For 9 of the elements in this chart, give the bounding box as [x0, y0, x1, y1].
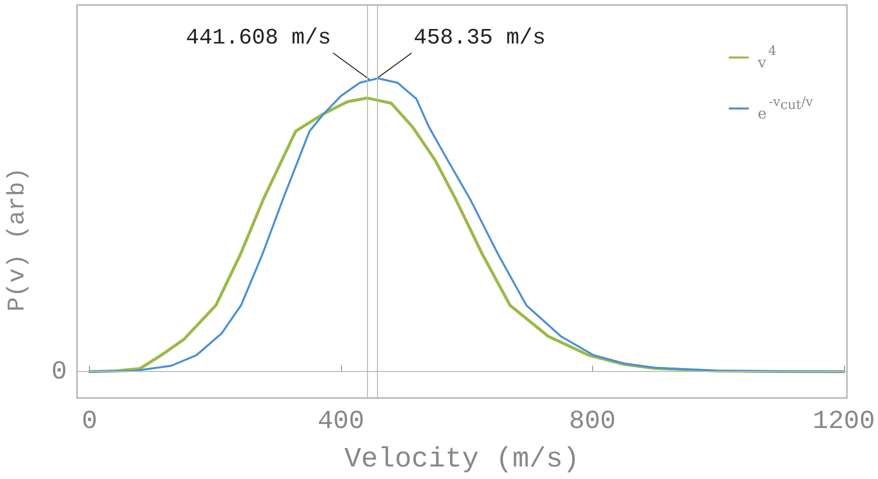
y-axis-title: P(v) (arb): [4, 167, 32, 312]
x-tick-label: 0: [82, 406, 98, 436]
ref-line-label: 458.35 m/s: [414, 26, 546, 50]
x-tick-label: 1200: [812, 406, 876, 436]
x-tick-label: 400: [318, 406, 364, 436]
x-tick-label: 800: [568, 406, 616, 436]
ref-line-label: 0: [51, 356, 67, 387]
x-axis-title: Velocity (m/s): [344, 444, 580, 476]
ref-line-label: 441.608 m/s: [186, 26, 332, 50]
